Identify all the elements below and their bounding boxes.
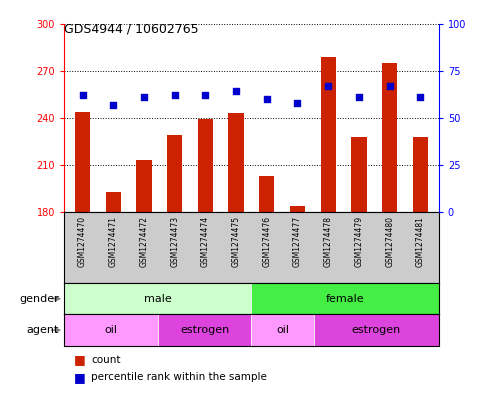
Text: GSM1274476: GSM1274476 bbox=[262, 216, 271, 267]
Point bbox=[171, 92, 178, 98]
Bar bbox=[314, 314, 439, 346]
Text: male: male bbox=[144, 294, 172, 304]
Bar bbox=[75, 112, 90, 212]
Point bbox=[109, 101, 117, 108]
Point bbox=[324, 83, 332, 89]
Bar bbox=[228, 113, 244, 212]
Bar bbox=[136, 160, 152, 212]
Text: GSM1274473: GSM1274473 bbox=[170, 216, 179, 267]
Bar bbox=[413, 137, 428, 212]
Text: GSM1274472: GSM1274472 bbox=[140, 216, 148, 267]
Point bbox=[202, 92, 210, 98]
Text: estrogen: estrogen bbox=[180, 325, 229, 335]
Bar bbox=[251, 283, 439, 314]
Point bbox=[355, 94, 363, 100]
Text: estrogen: estrogen bbox=[352, 325, 401, 335]
Text: gender: gender bbox=[19, 294, 59, 304]
Text: oil: oil bbox=[105, 325, 117, 335]
Text: ■: ■ bbox=[74, 371, 86, 384]
Text: percentile rank within the sample: percentile rank within the sample bbox=[91, 372, 267, 382]
Text: GSM1274474: GSM1274474 bbox=[201, 216, 210, 267]
Text: GSM1274481: GSM1274481 bbox=[416, 216, 425, 266]
Bar bbox=[251, 314, 314, 346]
Bar bbox=[382, 63, 397, 212]
Point bbox=[293, 100, 301, 106]
Bar bbox=[290, 206, 305, 212]
Point bbox=[140, 94, 148, 100]
Bar bbox=[64, 283, 251, 314]
Point bbox=[263, 96, 271, 102]
Point bbox=[417, 94, 424, 100]
Text: GSM1274475: GSM1274475 bbox=[232, 216, 241, 267]
Bar bbox=[351, 137, 367, 212]
Text: GSM1274479: GSM1274479 bbox=[354, 216, 363, 267]
Text: count: count bbox=[91, 354, 121, 365]
Text: GSM1274470: GSM1274470 bbox=[78, 216, 87, 267]
Text: GSM1274471: GSM1274471 bbox=[109, 216, 118, 267]
Bar bbox=[259, 176, 275, 212]
Text: GSM1274477: GSM1274477 bbox=[293, 216, 302, 267]
Text: ■: ■ bbox=[74, 353, 86, 366]
Point bbox=[78, 92, 86, 98]
Text: agent: agent bbox=[27, 325, 59, 335]
Text: GDS4944 / 10602765: GDS4944 / 10602765 bbox=[64, 22, 199, 35]
Text: female: female bbox=[326, 294, 364, 304]
Bar bbox=[198, 119, 213, 212]
Text: GSM1274478: GSM1274478 bbox=[324, 216, 333, 267]
Text: oil: oil bbox=[276, 325, 289, 335]
Bar bbox=[158, 314, 251, 346]
Point bbox=[386, 83, 393, 89]
Bar bbox=[64, 314, 158, 346]
Bar bbox=[320, 57, 336, 212]
Text: GSM1274480: GSM1274480 bbox=[385, 216, 394, 267]
Bar bbox=[167, 135, 182, 212]
Bar bbox=[106, 192, 121, 212]
Point bbox=[232, 88, 240, 95]
